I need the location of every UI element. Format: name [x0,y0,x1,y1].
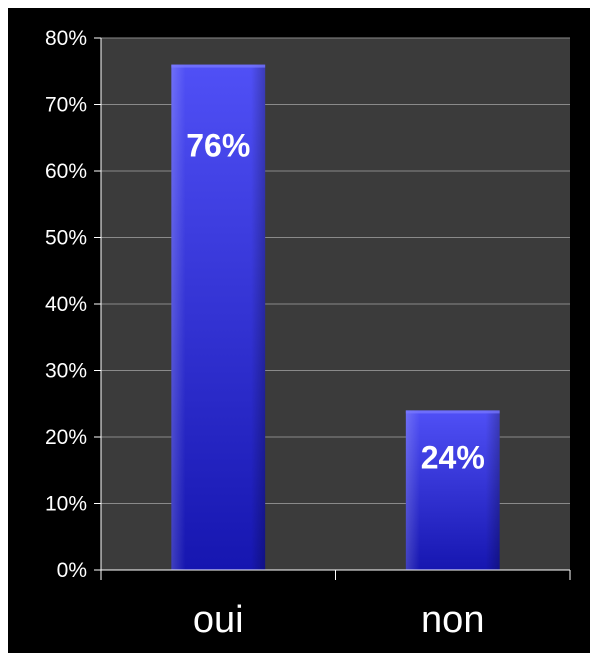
data-label-non: 24% [421,439,485,475]
y-tick-label: 10% [45,493,87,516]
axes [94,37,571,580]
bar-shading-non [405,410,500,570]
bar-shading-oui [171,64,266,570]
y-tick-label: 20% [45,426,87,449]
y-tick-label: 70% [45,94,87,117]
data-label-oui: 76% [186,128,250,164]
x-axis-category-labels: oui non [193,599,485,641]
y-tick-label: 80% [45,27,87,50]
data-labels: 76% 24% [186,128,485,476]
x-category-label: oui [193,599,244,641]
y-tick-label: 0% [57,559,87,582]
y-axis-tick-labels: 0% 10% 20% 30% 40% 50% 60% 70% 80% [45,27,87,582]
bar-highlight-oui [171,64,266,68]
y-tick-label: 50% [45,227,87,250]
y-tick-label: 30% [45,360,87,383]
y-tick-label: 40% [45,293,87,316]
x-category-label: non [421,599,484,641]
bars [171,64,500,570]
y-tick-label: 60% [45,160,87,183]
bar-highlight-non [405,410,500,414]
